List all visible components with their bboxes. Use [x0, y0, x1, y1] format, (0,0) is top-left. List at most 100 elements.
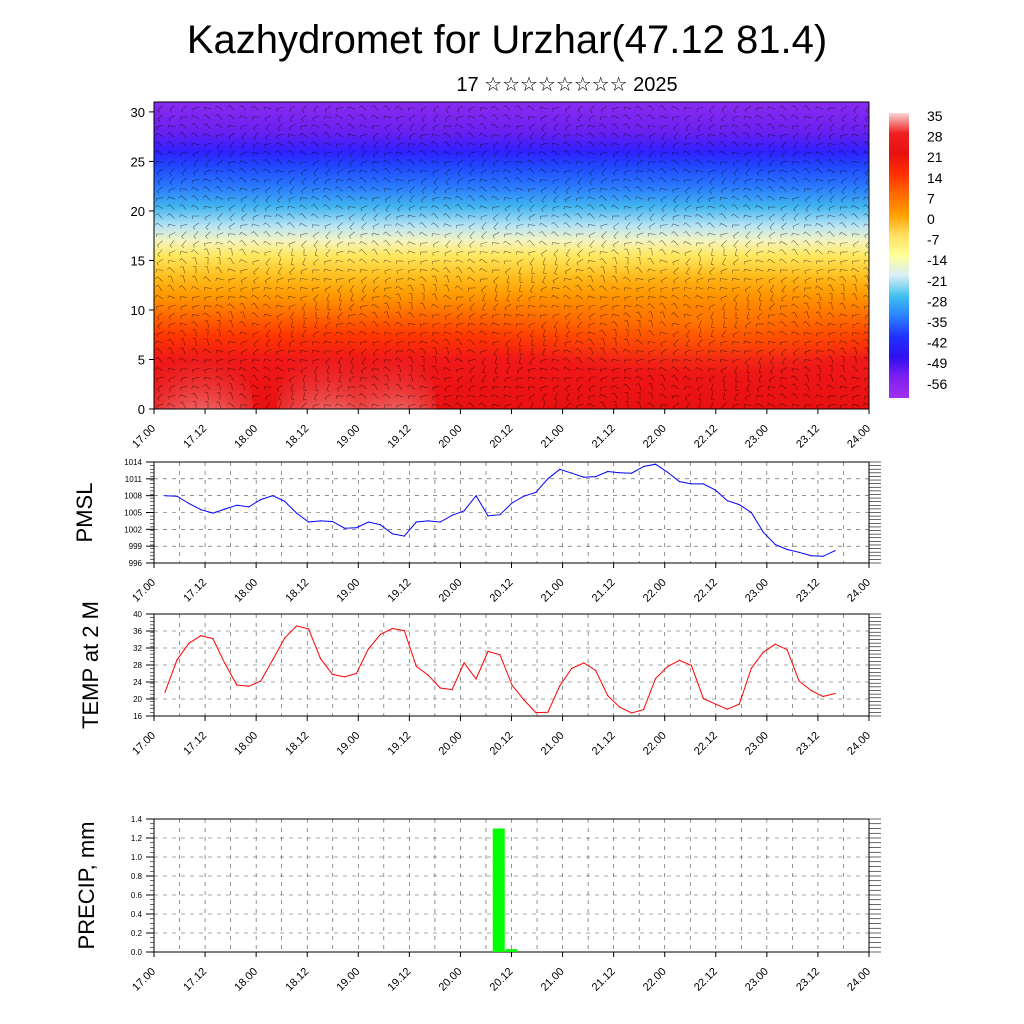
wind-vector: [672, 214, 680, 221]
wind-vector: [767, 123, 775, 129]
wind-vector: [709, 177, 715, 185]
wind-vector: [181, 231, 187, 239]
wind-vector: [468, 151, 476, 158]
wind-vector: [755, 331, 764, 335]
wind-vector: [575, 356, 583, 363]
wind-vector: [697, 384, 703, 392]
colorbar-label: 35: [927, 108, 943, 124]
wind-vector: [577, 249, 583, 257]
wind-vector: [432, 347, 438, 355]
wind-vector: [539, 367, 548, 372]
wind-vector: [312, 188, 320, 193]
wind-vector: [829, 123, 835, 131]
wind-vector: [612, 150, 620, 158]
wind-vector: [287, 222, 295, 228]
wind-vector: [731, 195, 740, 201]
wind-vector: [383, 294, 392, 300]
wind-vector: [636, 329, 641, 337]
wind-vector: [659, 231, 668, 237]
wind-vector: [624, 320, 629, 328]
wind-vector: [251, 159, 259, 165]
wind-vector: [263, 366, 271, 372]
wind-vector: [599, 195, 607, 201]
wind-vector: [407, 312, 415, 318]
wind-vector: [804, 268, 812, 274]
wind-vector: [180, 368, 188, 373]
wind-vector: [288, 169, 296, 175]
wind-vector: [325, 168, 331, 176]
wind-vector: [168, 304, 176, 310]
wind-vector: [804, 277, 812, 284]
series-point: [319, 658, 322, 660]
wind-vector: [735, 383, 739, 391]
wind-vector: [647, 177, 655, 183]
wind-vector: [291, 392, 295, 401]
wind-vector: [456, 303, 464, 311]
wind-vector: [611, 123, 619, 129]
wind-vector: [563, 285, 571, 291]
wind-vector: [815, 293, 822, 301]
wind-vector: [551, 142, 560, 147]
wind-vector: [575, 269, 584, 273]
wind-vector: [685, 123, 691, 131]
wind-vector: [263, 358, 272, 362]
wind-vector: [264, 393, 271, 401]
wind-vector: [408, 205, 416, 212]
wind-vector: [312, 358, 320, 364]
wind-vector: [733, 168, 739, 176]
wind-vector: [623, 312, 631, 318]
wind-vector: [457, 240, 463, 248]
surface-warm-bulb: [277, 341, 381, 409]
wind-vector: [540, 186, 548, 194]
x-tick-label: 17.12: [181, 577, 209, 605]
wind-vector: [431, 404, 440, 408]
wind-vector: [852, 250, 860, 256]
wind-vector: [227, 268, 236, 272]
wind-vector: [541, 204, 547, 212]
wind-vector: [455, 266, 463, 274]
wind-vector: [359, 169, 368, 173]
wind-vector: [479, 251, 488, 255]
series-point: [284, 637, 286, 639]
wind-vector: [723, 383, 727, 391]
wind-vector: [361, 141, 367, 149]
wind-vector: [612, 329, 617, 337]
wind-vector: [661, 132, 667, 140]
wind-vector: [587, 204, 595, 210]
wind-vector: [709, 267, 715, 275]
wind-vector: [371, 320, 379, 328]
wind-vector: [444, 305, 452, 310]
wind-vector: [852, 124, 860, 131]
wind-vector: [431, 160, 440, 164]
wind-vector: [311, 213, 319, 219]
wind-vector: [815, 231, 823, 237]
wind-vector: [336, 215, 344, 220]
wind-vector: [623, 114, 631, 120]
wind-vector: [359, 321, 367, 327]
wind-vector: [851, 293, 858, 301]
wind-vector: [383, 159, 392, 165]
wind-vector: [409, 365, 413, 373]
wind-vector: [527, 168, 535, 174]
wind-vector: [360, 305, 368, 310]
wind-vector: [395, 321, 404, 327]
wind-vector: [191, 321, 199, 327]
wind-vector: [455, 358, 464, 362]
x-tick-label: 19.00: [334, 577, 362, 605]
wind-vector: [519, 347, 524, 355]
wind-vector: [541, 393, 547, 401]
wind-vector: [611, 195, 619, 201]
wind-vector: [804, 374, 810, 382]
wind-vector: [324, 332, 332, 337]
wind-vector: [493, 348, 499, 356]
panel-frame: [153, 613, 870, 717]
wind-vector: [577, 105, 583, 113]
wind-vector: [408, 179, 416, 184]
wind-vector: [600, 376, 608, 383]
wind-vector: [420, 177, 428, 185]
wind-vector: [865, 106, 869, 113]
wind-vector: [623, 248, 630, 256]
wind-vector: [659, 259, 668, 263]
wind-vector: [684, 179, 692, 184]
wind-vector: [300, 168, 307, 176]
